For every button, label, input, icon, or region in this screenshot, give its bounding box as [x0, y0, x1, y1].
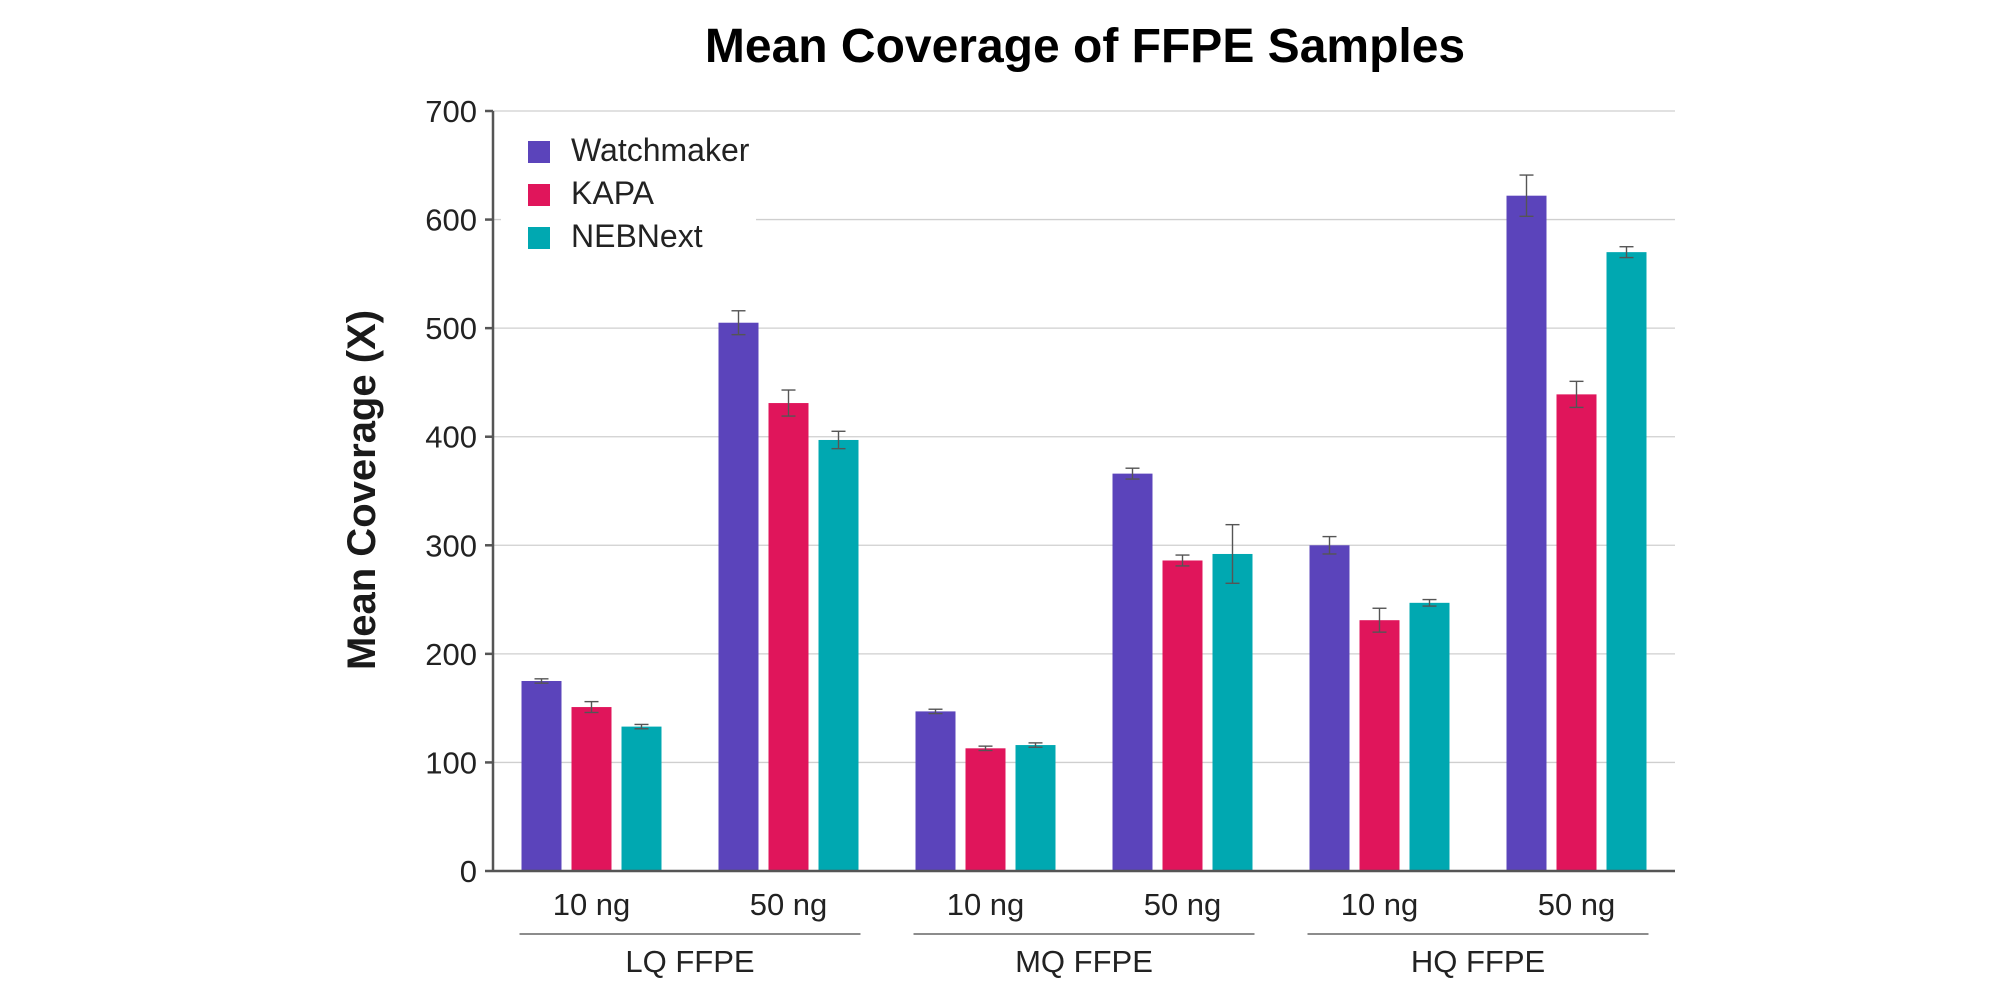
bar-kapa-5: [1359, 620, 1400, 871]
bar-nebnext-6: [1606, 252, 1647, 872]
bar-nebnext-2: [818, 439, 859, 871]
x-category-label: 10 ng: [1341, 887, 1419, 922]
legend-label: NEBNext: [571, 218, 703, 254]
legend: Watchmaker KAPA NEBNext: [501, 131, 756, 271]
x-category-label: 10 ng: [947, 887, 1025, 922]
legend-swatch: [528, 141, 550, 163]
bar-watchmaker-1: [521, 681, 562, 871]
group-label: HQ FFPE: [1411, 944, 1545, 979]
y-tick-label: 300: [425, 528, 477, 563]
legend-swatch: [528, 227, 550, 249]
y-tick-label: 0: [460, 854, 477, 889]
axes: 0 100 200 300 400 500 600 700 10 ng 50 ng 10 ng 50 …: [425, 94, 1675, 979]
x-category-label: 50 ng: [750, 887, 828, 922]
group-label: LQ FFPE: [625, 944, 754, 979]
bars: [521, 174, 1647, 872]
bar-nebnext-5: [1409, 602, 1450, 871]
bar-watchmaker-5: [1309, 545, 1350, 871]
bar-kapa-4: [1162, 560, 1203, 871]
y-tick-label: 700: [425, 94, 477, 129]
bar-kapa-3: [965, 748, 1006, 871]
legend-label: KAPA: [571, 175, 655, 211]
y-tick-label: 200: [425, 637, 477, 672]
bar-watchmaker-2: [718, 322, 759, 871]
group-label: MQ FFPE: [1015, 944, 1153, 979]
bar-watchmaker-4: [1112, 473, 1153, 871]
chart-title: Mean Coverage of FFPE Samples: [705, 20, 1465, 73]
legend-label: Watchmaker: [571, 132, 750, 168]
bar-nebnext-3: [1015, 745, 1056, 871]
bar-kapa-2: [768, 403, 809, 871]
y-tick-label: 600: [425, 203, 477, 238]
bar-nebnext-4: [1212, 553, 1253, 871]
bar-nebnext-1: [621, 726, 662, 871]
bar-watchmaker-3: [915, 711, 956, 871]
y-tick-label: 500: [425, 311, 477, 346]
x-category-label: 10 ng: [553, 887, 631, 922]
y-tick-label: 100: [425, 745, 477, 780]
y-axis-label: Mean Coverage (X): [340, 310, 384, 670]
x-category-label: 50 ng: [1144, 887, 1222, 922]
legend-swatch: [528, 184, 550, 206]
bar-kapa-1: [571, 707, 612, 871]
bar-kapa-6: [1556, 394, 1597, 871]
bar-watchmaker-6: [1506, 195, 1547, 871]
x-category-label: 50 ng: [1538, 887, 1616, 922]
y-tick-label: 400: [425, 420, 477, 455]
